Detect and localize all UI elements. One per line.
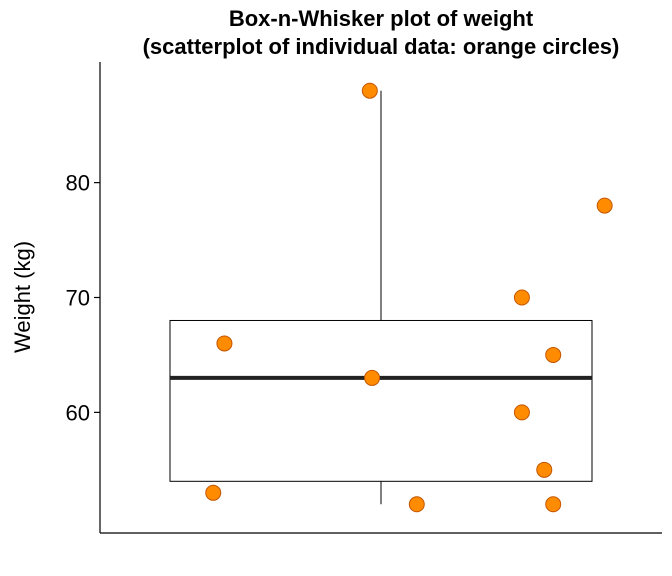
data-point-2 — [216, 335, 233, 352]
data-point-9 — [545, 346, 562, 363]
data-point-10 — [545, 496, 562, 513]
data-point-6 — [513, 289, 530, 306]
y-tick-label-60: 60 — [66, 400, 90, 425]
y-tick-label-80: 80 — [66, 171, 90, 196]
y-axis-label: Weight (kg) — [10, 241, 35, 353]
data-point-8 — [536, 461, 553, 478]
data-point-3 — [361, 82, 378, 99]
chart-subtitle: (scatterplot of individual data: orange … — [143, 34, 620, 59]
chart-title: Box-n-Whisker plot of weight — [229, 6, 534, 31]
box-iqr — [169, 319, 593, 482]
data-point-11 — [596, 197, 613, 214]
plot-area: 60 70 80 — [66, 62, 662, 534]
y-tick-label-70: 70 — [66, 286, 90, 311]
data-point-4 — [364, 369, 381, 386]
data-point-5 — [408, 496, 425, 513]
data-point-1 — [205, 484, 222, 501]
data-point-7 — [513, 404, 530, 421]
